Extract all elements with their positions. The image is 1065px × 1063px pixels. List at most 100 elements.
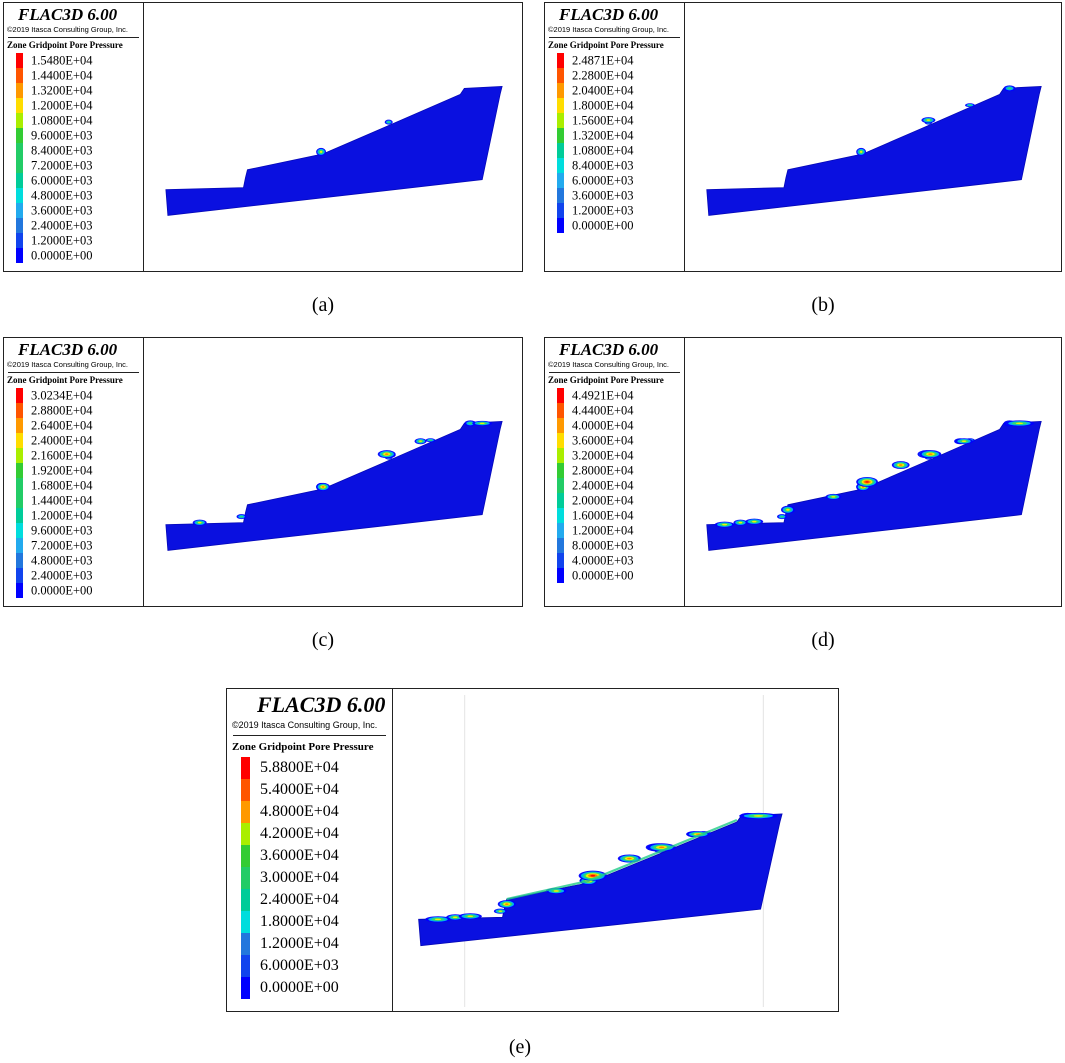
legend-entry: 7.2000E+03 bbox=[4, 538, 143, 553]
legend-value: 8.4000E+03 bbox=[572, 158, 634, 172]
legend-swatch bbox=[16, 433, 23, 448]
pressure-hotspot bbox=[786, 508, 790, 511]
legend-rule bbox=[233, 735, 386, 736]
legend-value: 1.2000E+04 bbox=[260, 935, 339, 952]
slope-model bbox=[418, 812, 783, 947]
legend-entry: 3.0000E+04 bbox=[227, 867, 392, 889]
panel-e: FLAC3D 6.00 ©2019 Itasca Consulting Grou… bbox=[226, 688, 839, 1012]
legend-swatch bbox=[557, 128, 564, 143]
legend-swatch bbox=[16, 553, 23, 568]
legend-value: 1.4400E+04 bbox=[31, 493, 93, 507]
legend-e: FLAC3D 6.00 ©2019 Itasca Consulting Grou… bbox=[227, 689, 393, 1011]
legend-entry: 2.4000E+04 bbox=[227, 889, 392, 911]
legend-entry: 2.4000E+03 bbox=[4, 218, 143, 233]
pressure-hotspot bbox=[434, 918, 442, 921]
legend-entries: 5.8800E+04 5.4000E+04 4.8000E+04 4.2000E+04… bbox=[227, 757, 392, 999]
legend-swatch bbox=[241, 867, 250, 889]
legend-value: 1.2000E+04 bbox=[31, 98, 93, 112]
legend-value: 0.0000E+00 bbox=[572, 218, 634, 232]
legend-value: 6.0000E+03 bbox=[572, 173, 634, 187]
legend-entry: 1.8000E+04 bbox=[545, 98, 684, 113]
slope-model-svg bbox=[165, 85, 503, 216]
legend-value: 3.6000E+03 bbox=[31, 203, 93, 217]
pressure-hotspot bbox=[722, 523, 728, 526]
legend-swatch bbox=[16, 53, 23, 68]
pressure-hotspot bbox=[1007, 87, 1012, 90]
legend-d: FLAC3D 6.00 ©2019 Itasca Consulting Grou… bbox=[545, 338, 685, 606]
pressure-hotspot bbox=[319, 150, 323, 153]
legend-value: 3.6000E+03 bbox=[572, 188, 634, 202]
panel-b: FLAC3D 6.00 ©2019 Itasca Consulting Grou… bbox=[544, 2, 1062, 272]
legend-value: 4.0000E+03 bbox=[572, 553, 634, 567]
pressure-hotspot bbox=[505, 903, 509, 905]
slope-body bbox=[706, 85, 1042, 216]
pressure-hotspot bbox=[961, 440, 967, 442]
pressure-hotspot bbox=[467, 915, 474, 918]
legend-swatch bbox=[557, 538, 564, 553]
legend-swatch bbox=[16, 463, 23, 478]
legend-value: 0.0000E+00 bbox=[260, 979, 339, 996]
legend-entry: 4.0000E+04 bbox=[545, 418, 684, 433]
legend-value: 6.0000E+03 bbox=[260, 957, 339, 974]
legend-value: 1.5480E+04 bbox=[31, 53, 93, 67]
legend-swatch bbox=[16, 113, 23, 128]
legend-entry: 3.2000E+04 bbox=[545, 448, 684, 463]
legend-heading: Zone Gridpoint Pore Pressure bbox=[548, 40, 664, 50]
pressure-hotspot bbox=[498, 910, 502, 912]
pressure-hotspot bbox=[428, 439, 433, 441]
legend-value: 1.2000E+03 bbox=[572, 203, 634, 217]
legend-value: 0.0000E+00 bbox=[31, 583, 93, 597]
legend-swatch bbox=[557, 203, 564, 218]
legend-entry: 6.0000E+03 bbox=[545, 173, 684, 188]
caption-d: (d) bbox=[811, 629, 835, 651]
legend-swatch bbox=[16, 493, 23, 508]
slope-body bbox=[706, 420, 1042, 551]
legend-swatch bbox=[16, 538, 23, 553]
legend-swatch bbox=[16, 448, 23, 463]
legend-value: 8.4000E+03 bbox=[31, 143, 93, 157]
slope-model-svg bbox=[165, 420, 503, 551]
legend-value: 1.6800E+04 bbox=[31, 478, 93, 492]
legend-swatch bbox=[557, 418, 564, 433]
pressure-hotspot bbox=[928, 453, 933, 455]
legend-rule bbox=[8, 37, 139, 38]
software-title: FLAC3D 6.00 bbox=[559, 5, 659, 24]
legend-swatch bbox=[557, 463, 564, 478]
legend-entry: 1.2000E+04 bbox=[4, 98, 143, 113]
slope-body bbox=[165, 85, 503, 216]
legend-swatch bbox=[16, 158, 23, 173]
panel-d: FLAC3D 6.00 ©2019 Itasca Consulting Grou… bbox=[544, 337, 1062, 607]
legend-entry: 6.0000E+03 bbox=[227, 955, 392, 977]
pressure-hotspot bbox=[197, 521, 202, 524]
legend-entry: 1.2000E+03 bbox=[545, 203, 684, 218]
legend-value: 1.3200E+04 bbox=[31, 83, 93, 97]
legend-value: 4.4921E+04 bbox=[572, 388, 634, 402]
legend-value: 2.6400E+04 bbox=[31, 418, 93, 432]
pressure-hotspot bbox=[859, 150, 863, 153]
legend-entry: 2.4000E+04 bbox=[545, 478, 684, 493]
pressure-hotspot bbox=[831, 496, 836, 498]
legend-entry: 4.8000E+04 bbox=[227, 801, 392, 823]
legend-swatch bbox=[557, 433, 564, 448]
legend-swatch bbox=[241, 955, 250, 977]
software-title: FLAC3D 6.00 bbox=[559, 340, 659, 359]
legend-value: 0.0000E+00 bbox=[31, 248, 93, 262]
legend-swatch bbox=[557, 493, 564, 508]
legend-value: 2.4000E+04 bbox=[572, 478, 634, 492]
pressure-hotspot bbox=[452, 916, 458, 919]
pressure-hotspot bbox=[753, 815, 764, 817]
legend-swatch bbox=[16, 523, 23, 538]
legend-value: 9.6000E+03 bbox=[31, 523, 93, 537]
legend-entry: 1.5600E+04 bbox=[545, 113, 684, 128]
legend-entry: 2.6400E+04 bbox=[4, 418, 143, 433]
legend-value: 1.2000E+03 bbox=[31, 233, 93, 247]
legend-value: 3.2000E+04 bbox=[572, 448, 634, 462]
surface-seepage-band bbox=[506, 818, 738, 901]
legend-entries: 4.4921E+04 4.4400E+04 4.0000E+04 3.6000E+04… bbox=[545, 388, 684, 583]
legend-value: 3.6000E+04 bbox=[572, 433, 634, 447]
copyright-text: ©2019 Itasca Consulting Group, Inc. bbox=[232, 720, 378, 730]
legend-rule bbox=[549, 37, 680, 38]
legend-value: 4.0000E+04 bbox=[572, 418, 634, 432]
legend-swatch bbox=[16, 173, 23, 188]
legend-entry: 1.2000E+03 bbox=[4, 233, 143, 248]
